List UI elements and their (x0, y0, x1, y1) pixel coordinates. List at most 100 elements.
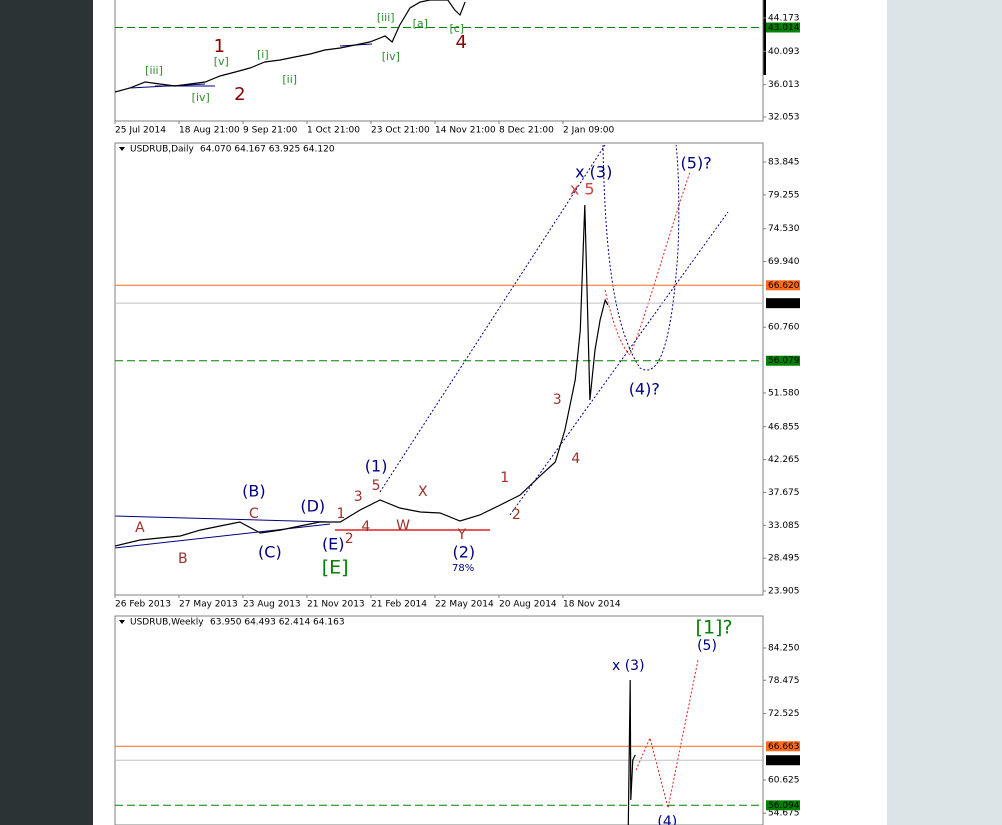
wave-label: [ii] (282, 73, 297, 86)
wave-label: x (3) (612, 658, 645, 674)
wave-label: (1) (365, 457, 388, 476)
x-tick-label: 21 Feb 2014 (371, 600, 427, 610)
wedge-line (115, 515, 331, 523)
x-tick-label: 18 Aug 21:00 (179, 126, 240, 136)
level-label: 43.014 (768, 23, 800, 33)
x-tick-label: 22 May 2014 (435, 600, 494, 610)
wave-label: 4 (571, 451, 580, 467)
level-tag (766, 800, 800, 811)
plot-area (115, 0, 763, 93)
wave-label: [E] (322, 557, 349, 579)
wave-label: (4)? (629, 380, 660, 399)
level-label: 56.094 (768, 801, 800, 811)
wave-label: [iii] (377, 11, 395, 24)
level-tag (766, 298, 800, 309)
level-label: 64.163 (768, 756, 800, 766)
wave-label: 2 (234, 84, 245, 105)
y-tick-label: 60.760 (768, 323, 800, 333)
right-sidebar (887, 0, 1002, 825)
channel-line (509, 211, 729, 516)
y-tick-label: 78.475 (768, 676, 800, 686)
scroll-marker (763, 0, 766, 75)
x-tick-label: 2 Jan 09:00 (563, 126, 615, 136)
level-label: 56.079 (768, 356, 800, 366)
wave-label: [i] (257, 48, 269, 61)
wave-label: X (418, 484, 428, 500)
projection-curve (602, 144, 680, 371)
wave-label: 2 (345, 531, 354, 547)
wave-label: [c] (449, 22, 464, 35)
x-tick-label: 8 Dec 21:00 (499, 126, 554, 136)
y-tick-label: 33.085 (768, 521, 800, 531)
wave-label: [iv] (382, 50, 400, 63)
plot-frame (114, 615, 764, 825)
drawings-top (129, 43, 373, 89)
y-tick-label: 44.173 (768, 14, 800, 24)
wave-label: W (396, 518, 410, 534)
collapse-arrow (119, 147, 125, 151)
content-area (93, 0, 887, 825)
wave-label: 3 (553, 392, 562, 408)
y-tick-label: 36.013 (768, 80, 800, 90)
wave-label: 4 (361, 519, 370, 535)
level-tag (766, 355, 800, 366)
wave-label: [iv] (192, 91, 210, 104)
projection-path (635, 659, 699, 809)
y-tick-label: 79.255 (768, 190, 800, 200)
x-tick-label: 25 Jul 2014 (115, 126, 166, 136)
y-tick-label: 51.580 (768, 388, 800, 398)
projection-path (604, 171, 691, 356)
price-line (115, 0, 466, 93)
wave-label: (C) (258, 543, 282, 562)
x-tick-label: 23 Aug 2013 (243, 600, 301, 610)
wave-label: (4) (657, 814, 677, 825)
wave-label: 1 (336, 506, 345, 522)
wave-label: [a] (413, 17, 428, 30)
wave-label: [iii] (145, 64, 163, 77)
wave-label: (2) (452, 543, 475, 562)
wedge-line (115, 523, 331, 549)
wave-label: 3 (354, 489, 363, 505)
wave-label: (B) (242, 482, 265, 501)
level-tag (766, 22, 800, 33)
drawings-weekly (635, 659, 699, 809)
wave-label: 5 (372, 478, 381, 494)
y-tick-label: 40.093 (768, 47, 800, 57)
wave-label: C (249, 506, 259, 522)
y-tick-label: 60.625 (768, 775, 800, 785)
wave-label: B (178, 551, 188, 567)
wave-label: [v] (214, 55, 229, 68)
wave-label: 4 (456, 32, 467, 53)
level-label: 66.620 (768, 281, 800, 291)
level-label: 66.663 (768, 742, 800, 752)
y-tick-label: 23.905 (768, 587, 800, 597)
y-tick-label: 69.940 (768, 257, 800, 267)
y-tick-label: 37.675 (768, 488, 800, 498)
x-tick-label: 14 Nov 21:00 (435, 126, 496, 136)
chart-title: USDRUB,Weekly (130, 618, 204, 628)
y-tick-label: 72.525 (768, 709, 800, 719)
plot-area (115, 204, 763, 547)
plot-frame (114, 142, 764, 596)
wave-label: 1 (500, 470, 509, 486)
wave-label: Y (457, 527, 467, 543)
wave-label: x 5 (570, 180, 595, 199)
x-tick-label: 18 Nov 2014 (563, 600, 621, 610)
wave-label: A (135, 520, 145, 536)
channel-line (379, 144, 606, 493)
x-tick-label: 23 Oct 21:00 (371, 126, 430, 136)
wave-label: x (3) (575, 162, 612, 181)
level-tag (766, 280, 800, 291)
plot-area (115, 679, 763, 825)
wave-label: (5) (697, 638, 717, 654)
y-tick-label: 84.250 (768, 644, 800, 654)
x-tick-label: 27 May 2013 (179, 600, 238, 610)
y-tick-label: 83.845 (768, 158, 800, 168)
left-sidebar (0, 0, 93, 825)
x-tick-label: 21 Nov 2013 (307, 600, 365, 610)
chart-title: USDRUB,Daily (130, 145, 195, 155)
level-tag (766, 755, 800, 766)
level-tag (766, 741, 800, 752)
